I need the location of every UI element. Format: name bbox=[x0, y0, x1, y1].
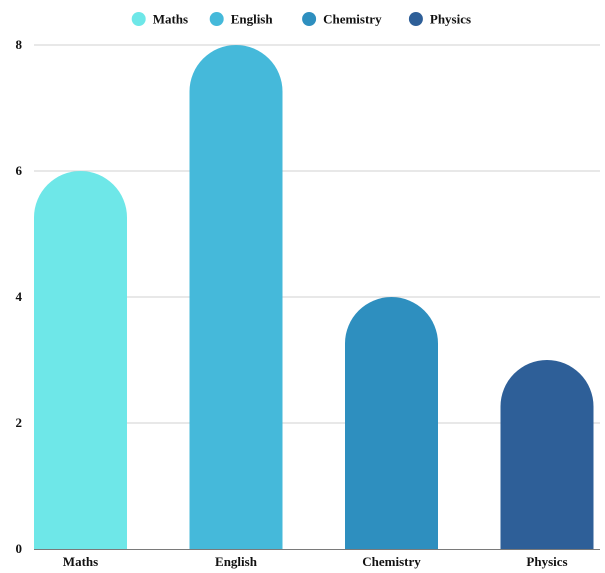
legend-label: Chemistry bbox=[323, 12, 382, 27]
bar-english bbox=[189, 45, 283, 549]
bar-chemistry bbox=[345, 297, 438, 549]
legend-item-physics: Physics bbox=[408, 12, 471, 27]
legend-label: English bbox=[231, 12, 274, 27]
x-tick-label: Chemistry bbox=[362, 554, 421, 569]
legend-swatch bbox=[209, 12, 224, 26]
legend: Maths English Chemistry Physics bbox=[131, 12, 471, 27]
y-tick-label: 6 bbox=[16, 163, 23, 178]
y-tick-label: 8 bbox=[16, 37, 23, 52]
x-tick-label: Physics bbox=[526, 554, 567, 569]
y-tick-label: 0 bbox=[16, 541, 23, 556]
legend-label: Maths bbox=[153, 12, 188, 27]
legend-swatch bbox=[408, 12, 423, 26]
legend-item-english: English bbox=[209, 12, 274, 27]
y-axis-ticks: 0 2 4 6 8 bbox=[16, 37, 23, 556]
legend-item-chemistry: Chemistry bbox=[302, 12, 382, 27]
y-tick-label: 4 bbox=[16, 289, 23, 304]
x-tick-label: Maths bbox=[63, 554, 98, 569]
legend-swatch bbox=[302, 12, 317, 26]
x-tick-label: English bbox=[215, 554, 258, 569]
legend-item-maths: Maths bbox=[131, 12, 188, 27]
legend-swatch bbox=[131, 12, 146, 26]
legend-label: Physics bbox=[430, 12, 471, 27]
bar-physics bbox=[500, 360, 594, 549]
x-axis-labels: Maths English Chemistry Physics bbox=[63, 554, 568, 569]
bar-maths bbox=[34, 170, 127, 549]
y-tick-label: 2 bbox=[16, 415, 23, 430]
bars bbox=[34, 45, 594, 549]
